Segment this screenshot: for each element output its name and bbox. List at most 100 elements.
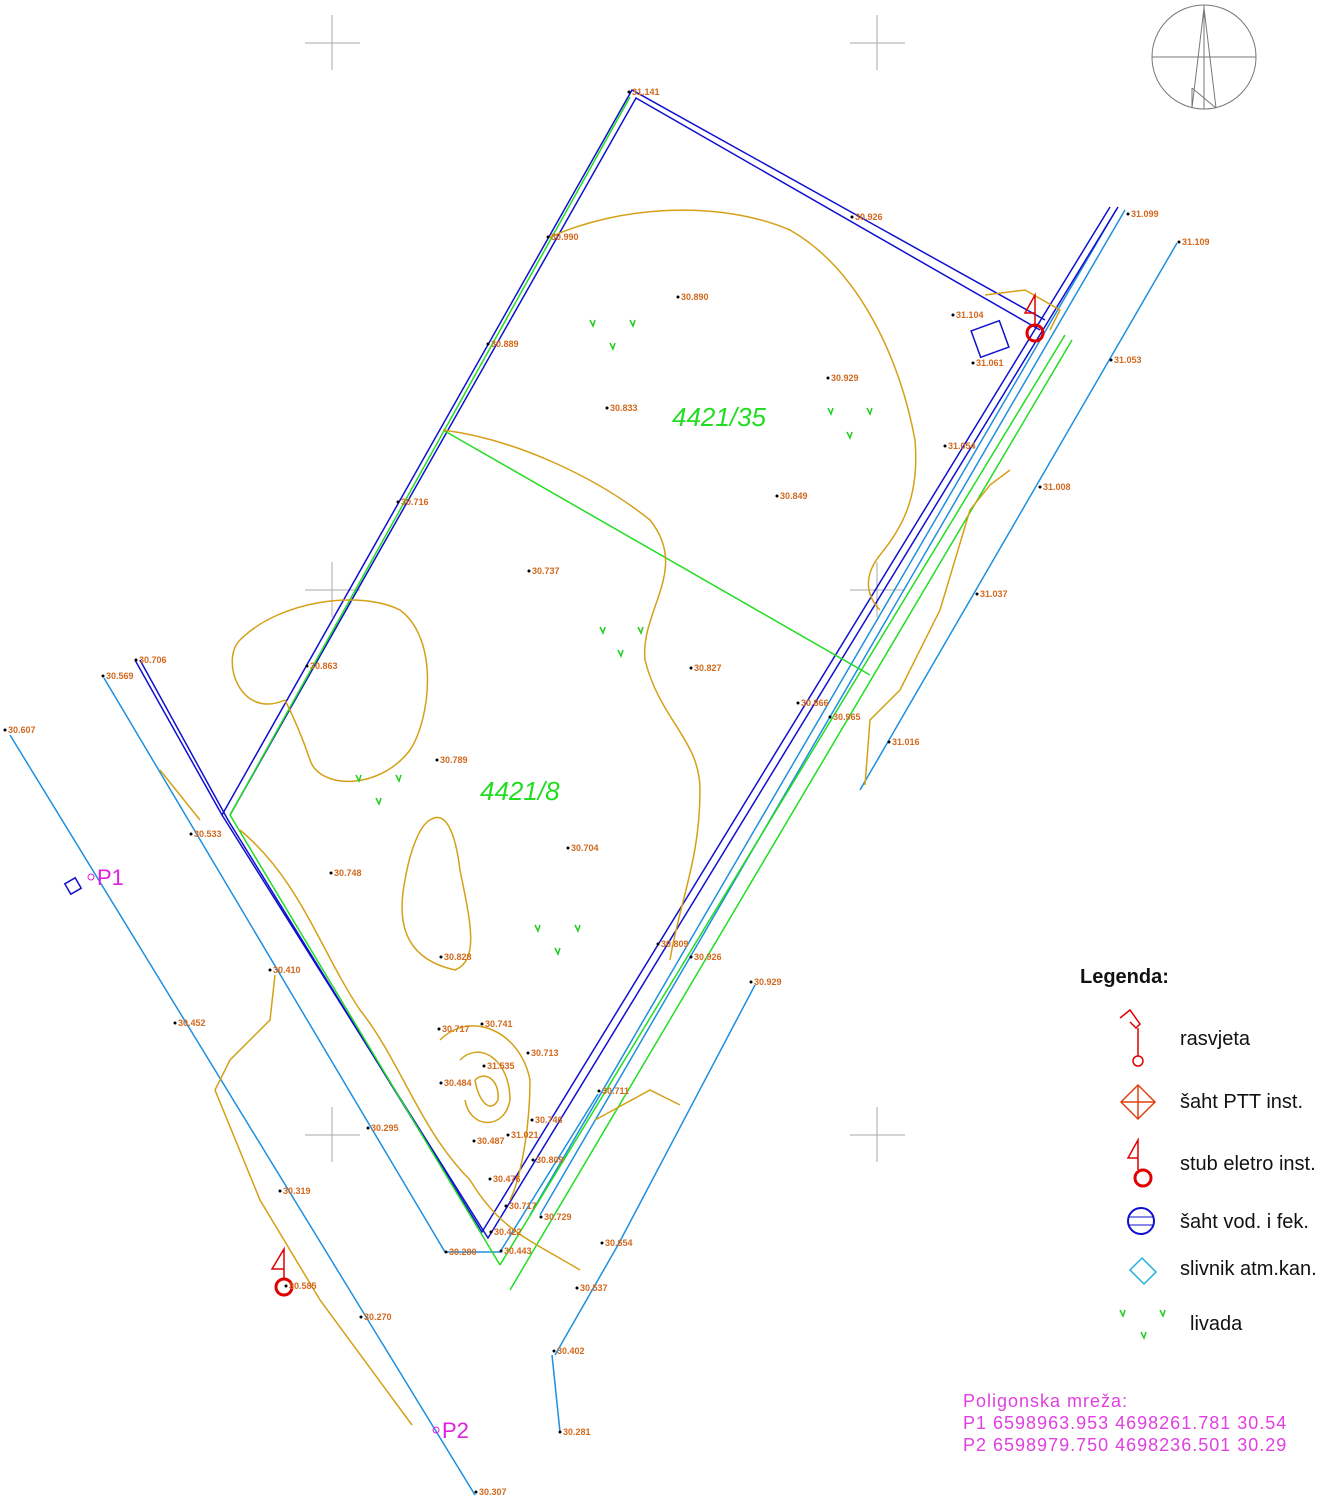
elevation-label: 30.827 — [694, 663, 722, 673]
elevation-dot — [851, 216, 854, 219]
elevation-dot — [190, 833, 193, 836]
elevation-dot — [567, 847, 570, 850]
elevation-dot — [750, 981, 753, 984]
survey-map: 4421/35 4421/8 P1 P2 30.99030.89030.8893… — [0, 0, 1335, 1499]
road-outline — [65, 90, 1118, 1238]
elevation-dot — [606, 407, 609, 410]
elevation-dot — [360, 1316, 363, 1319]
elevation-dot — [438, 1028, 441, 1031]
elevation-label: 30.890 — [681, 292, 709, 302]
elevation-dot — [367, 1127, 370, 1130]
elevation-label: 30.990 — [551, 232, 579, 242]
legend-item: slivnik atm.kan. — [1180, 1258, 1317, 1280]
elevation-label: 30.713 — [531, 1048, 559, 1058]
elevation-label: 30.849 — [780, 491, 808, 501]
elevation-label: 31.535 — [487, 1061, 515, 1071]
parcel-label: 4421/8 — [480, 776, 560, 806]
elevation-label: 31.021 — [511, 1130, 539, 1140]
survey-point — [88, 874, 94, 880]
legend-item: livada — [1190, 1313, 1243, 1335]
legend-item: šaht vod. i fek. — [1180, 1211, 1309, 1233]
elevation-label: 31.054 — [948, 441, 976, 451]
elevation-label: 30.537 — [580, 1283, 608, 1293]
elevation-dot — [1127, 213, 1130, 216]
elevation-dot — [440, 1082, 443, 1085]
elevation-dot — [483, 1065, 486, 1068]
survey-point-label: P1 — [97, 865, 124, 890]
elevation-dot — [505, 1205, 508, 1208]
elevation-label: 30.295 — [371, 1123, 399, 1133]
parcel-label: 4421/35 — [672, 402, 767, 432]
north-arrow — [1152, 5, 1256, 109]
elevation-dot — [690, 667, 693, 670]
grid-crosses — [305, 15, 905, 1162]
elevation-label: 30.711 — [602, 1086, 629, 1096]
elevation-dot — [397, 501, 400, 504]
elevation-dot — [888, 741, 891, 744]
utility-symbols — [272, 295, 1043, 1295]
elevation-dot — [598, 1090, 601, 1093]
elevation-label: 30.717 — [509, 1201, 537, 1211]
elevation-label: 30.280 — [449, 1247, 477, 1257]
elevation-label: 30.569 — [106, 671, 134, 681]
elevation-dot — [776, 495, 779, 498]
elevation-label: 30.270 — [364, 1312, 392, 1322]
elevation-dot — [1039, 486, 1042, 489]
elevation-dot — [1178, 241, 1181, 244]
elevation-label: 30.833 — [610, 403, 638, 413]
elevation-label: 30.607 — [8, 725, 36, 735]
elevation-dot — [500, 1250, 503, 1253]
legend-icon — [1135, 1170, 1151, 1186]
elevation-label: 30.716 — [401, 497, 429, 507]
elevation-dot — [829, 716, 832, 719]
elevation-label: 30.729 — [544, 1212, 572, 1222]
elevation-label: 30.281 — [563, 1427, 591, 1437]
survey-point-label: P2 — [442, 1418, 469, 1443]
elevation-label: 30.828 — [444, 952, 472, 962]
elevation-dot — [601, 1242, 604, 1245]
elevation-label: 31.061 — [976, 358, 1004, 368]
elevation-dot — [135, 659, 138, 662]
elevation-dot — [952, 314, 955, 317]
elevation-dot — [285, 1285, 288, 1288]
elevation-label: 30.926 — [694, 952, 722, 962]
elevation-dot — [174, 1022, 177, 1025]
elevation-label: 30.809 — [661, 939, 689, 949]
elevation-dot — [507, 1134, 510, 1137]
network-title: Poligonska mreža: — [963, 1391, 1128, 1411]
elevation-dot — [445, 1251, 448, 1254]
elevation-dot — [532, 1159, 535, 1162]
elevation-label: 30.809 — [536, 1155, 564, 1165]
elevation-dot — [490, 1231, 493, 1234]
elevation-label: 30.926 — [855, 212, 883, 222]
legend-icon — [1120, 1010, 1140, 1056]
elevation-label: 30.929 — [754, 977, 782, 987]
elevation-label: 30.402 — [557, 1346, 585, 1356]
elevation-dot — [1110, 359, 1113, 362]
elevation-dot — [330, 872, 333, 875]
legend-item: rasvjeta — [1180, 1028, 1251, 1050]
elevation-label: 30.476 — [493, 1174, 521, 1184]
elevation-dot — [540, 1216, 543, 1219]
legend-icon — [1133, 1056, 1143, 1066]
elevation-label: 31.141 — [632, 87, 660, 97]
legend-item: šaht PTT inst. — [1180, 1091, 1303, 1113]
legend-icon — [1130, 1258, 1156, 1284]
elevation-label: 30.319 — [283, 1186, 311, 1196]
elevation-dot — [473, 1140, 476, 1143]
elevation-dot — [657, 943, 660, 946]
elevation-label: 30.863 — [310, 661, 338, 671]
elevation-label: 30.748 — [334, 868, 362, 878]
elevation-label: 31.099 — [1131, 209, 1159, 219]
elevation-label: 30.487 — [477, 1136, 505, 1146]
elevation-dot — [489, 1178, 492, 1181]
elevation-label: 31.053 — [1114, 355, 1142, 365]
elevation-label: 30.704 — [571, 843, 599, 853]
elevation-dot — [527, 1052, 530, 1055]
elevation-points: 30.99030.89030.88930.92930.83330.84930.7… — [4, 87, 1210, 1497]
elevation-dot — [976, 593, 979, 596]
elevation-label: 30.585 — [289, 1281, 317, 1291]
elevation-dot — [306, 665, 309, 668]
elevation-label: 30.717 — [442, 1024, 470, 1034]
elevation-dot — [690, 956, 693, 959]
